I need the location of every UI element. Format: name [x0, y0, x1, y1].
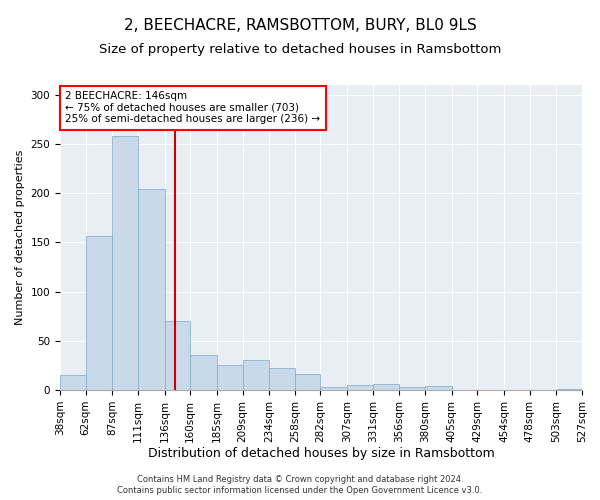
- Bar: [269, 368, 295, 390]
- Bar: [190, 354, 217, 390]
- Bar: [320, 387, 347, 390]
- Text: Size of property relative to detached houses in Ramsbottom: Size of property relative to detached ho…: [99, 42, 501, 56]
- Text: Contains HM Land Registry data © Crown copyright and database right 2024.: Contains HM Land Registry data © Crown c…: [137, 475, 463, 484]
- Y-axis label: Number of detached properties: Number of detached properties: [15, 150, 25, 325]
- Bar: [217, 366, 242, 390]
- Bar: [60, 375, 86, 390]
- X-axis label: Distribution of detached houses by size in Ramsbottom: Distribution of detached houses by size …: [148, 448, 494, 460]
- Bar: [295, 374, 320, 390]
- Text: Contains public sector information licensed under the Open Government Licence v3: Contains public sector information licen…: [118, 486, 482, 495]
- Bar: [425, 386, 452, 390]
- Text: 2, BEECHACRE, RAMSBOTTOM, BURY, BL0 9LS: 2, BEECHACRE, RAMSBOTTOM, BURY, BL0 9LS: [124, 18, 476, 32]
- Bar: [164, 321, 190, 390]
- Bar: [86, 236, 112, 390]
- Bar: [138, 190, 164, 390]
- Bar: [400, 387, 425, 390]
- Text: 2 BEECHACRE: 146sqm
← 75% of detached houses are smaller (703)
25% of semi-detac: 2 BEECHACRE: 146sqm ← 75% of detached ho…: [65, 91, 320, 124]
- Bar: [112, 136, 138, 390]
- Bar: [347, 385, 373, 390]
- Bar: [242, 360, 269, 390]
- Bar: [556, 389, 582, 390]
- Bar: [373, 384, 400, 390]
